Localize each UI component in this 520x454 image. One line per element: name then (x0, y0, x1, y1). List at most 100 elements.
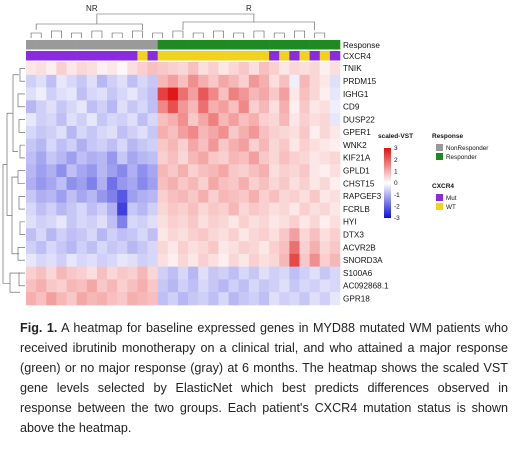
heatmap-cell (76, 202, 88, 216)
cxcr4-track-cell (117, 51, 128, 61)
heatmap-cell (188, 125, 199, 140)
heatmap-cell (218, 215, 229, 229)
heatmap-cell (218, 62, 229, 76)
heatmap-cell (36, 138, 47, 152)
heatmap-cell (147, 138, 158, 152)
heatmap-figure: NR R Response CXCR4 TNIK PRDM15 IGHG1 CD9 DUSP… (2, 4, 488, 306)
heatmap-cell (177, 253, 189, 267)
heatmap-cell (107, 151, 118, 165)
response-track-cell (137, 40, 148, 50)
heatmap-cell (107, 125, 118, 140)
heatmap-cell (289, 74, 300, 88)
heatmap-cell (218, 189, 229, 203)
heatmap-cell (238, 253, 250, 267)
response-track-cell (56, 40, 67, 50)
heatmap-cell (269, 228, 280, 242)
heatmap-cell (299, 189, 310, 203)
heatmap-cell (107, 113, 118, 127)
heatmap-cell (167, 177, 179, 191)
heatmap-cell (177, 215, 189, 229)
cxcr4-track-cell (228, 51, 240, 61)
heatmap-cell (279, 138, 290, 152)
heatmap-cell (208, 138, 219, 152)
heatmap-cell (56, 113, 67, 127)
heatmap-cell (107, 138, 118, 152)
heatmap-cell (177, 87, 189, 101)
heatmap-cell (26, 164, 37, 178)
heatmap-cell (56, 202, 67, 216)
heatmap-cell (289, 292, 300, 306)
cxcr4-track-cell (279, 51, 290, 61)
heatmap-cell (96, 164, 108, 178)
heatmap-cell (258, 215, 270, 229)
row-dendrogram-branch (19, 68, 25, 82)
heatmap-cell (228, 151, 240, 165)
heatmap-cell (137, 202, 148, 216)
response-track-cell (96, 40, 108, 50)
heatmap-cell (248, 253, 260, 267)
cxcr4-track-cell (289, 51, 300, 61)
heatmap-cell (299, 125, 310, 140)
heatmap-cell (198, 202, 209, 216)
column-dendrogram-branch (172, 30, 184, 38)
heatmap-cell (289, 189, 300, 203)
response-track-cell (258, 40, 270, 50)
heatmap-cell (117, 189, 128, 203)
heatmap-cell (238, 125, 250, 140)
heatmap-cell (86, 266, 98, 280)
caption-text: A heatmap for baseline expressed genes i… (20, 321, 508, 435)
heatmap-cell (66, 202, 77, 216)
heatmap-cell (269, 113, 280, 127)
heatmap-cell (167, 292, 179, 306)
heatmap-cell (86, 228, 98, 242)
heatmap-cell (289, 113, 300, 127)
heatmap-cell (309, 241, 321, 255)
heatmap-cell (309, 253, 321, 267)
heatmap-cell (147, 266, 158, 280)
heatmap-cell (96, 253, 108, 267)
heatmap-cell (36, 113, 47, 127)
heatmap-cell (167, 215, 179, 229)
heatmap-cell (46, 241, 57, 255)
legend-color-scale (384, 148, 391, 218)
row-label: CD9 (343, 103, 360, 112)
heatmap-cell (208, 177, 219, 191)
response-track-cell (86, 40, 98, 50)
heatmap-cell (309, 87, 321, 101)
heatmap-cell (228, 241, 240, 255)
heatmap-cell (147, 279, 158, 293)
heatmap-cell (56, 189, 67, 203)
cxcr4-track-cell (157, 51, 169, 61)
response-track-cell (289, 40, 300, 50)
heatmap-cell (208, 266, 219, 280)
heatmap-cell (289, 62, 300, 76)
heatmap-cell (46, 138, 57, 152)
heatmap-cell (137, 87, 148, 101)
heatmap-cell (218, 138, 229, 152)
heatmap-cell (56, 74, 67, 88)
heatmap-cell (107, 177, 118, 191)
heatmap-cell (177, 266, 189, 280)
heatmap-cell (319, 177, 331, 191)
heatmap-cell (279, 62, 290, 76)
heatmap-cell (137, 74, 148, 88)
heatmap-cell (279, 228, 290, 242)
heatmap-cell (269, 62, 280, 76)
heatmap-cell (258, 151, 270, 165)
heatmap-cell (309, 279, 321, 293)
heatmap-cell (269, 189, 280, 203)
heatmap-cell (299, 151, 310, 165)
heatmap-cell (147, 253, 158, 267)
heatmap-cell (208, 189, 219, 203)
heatmap-cell (309, 138, 321, 152)
heatmap-cell (26, 241, 37, 255)
heatmap-cell (157, 241, 169, 255)
heatmap-cell (248, 113, 260, 127)
track-label: Response (343, 41, 380, 50)
heatmap-cell (137, 279, 148, 293)
row-label: GPLD1 (343, 167, 370, 176)
heatmap-cell (309, 215, 321, 229)
heatmap-cell (198, 151, 209, 165)
heatmap-cell (127, 62, 138, 76)
heatmap-cell (36, 253, 47, 267)
